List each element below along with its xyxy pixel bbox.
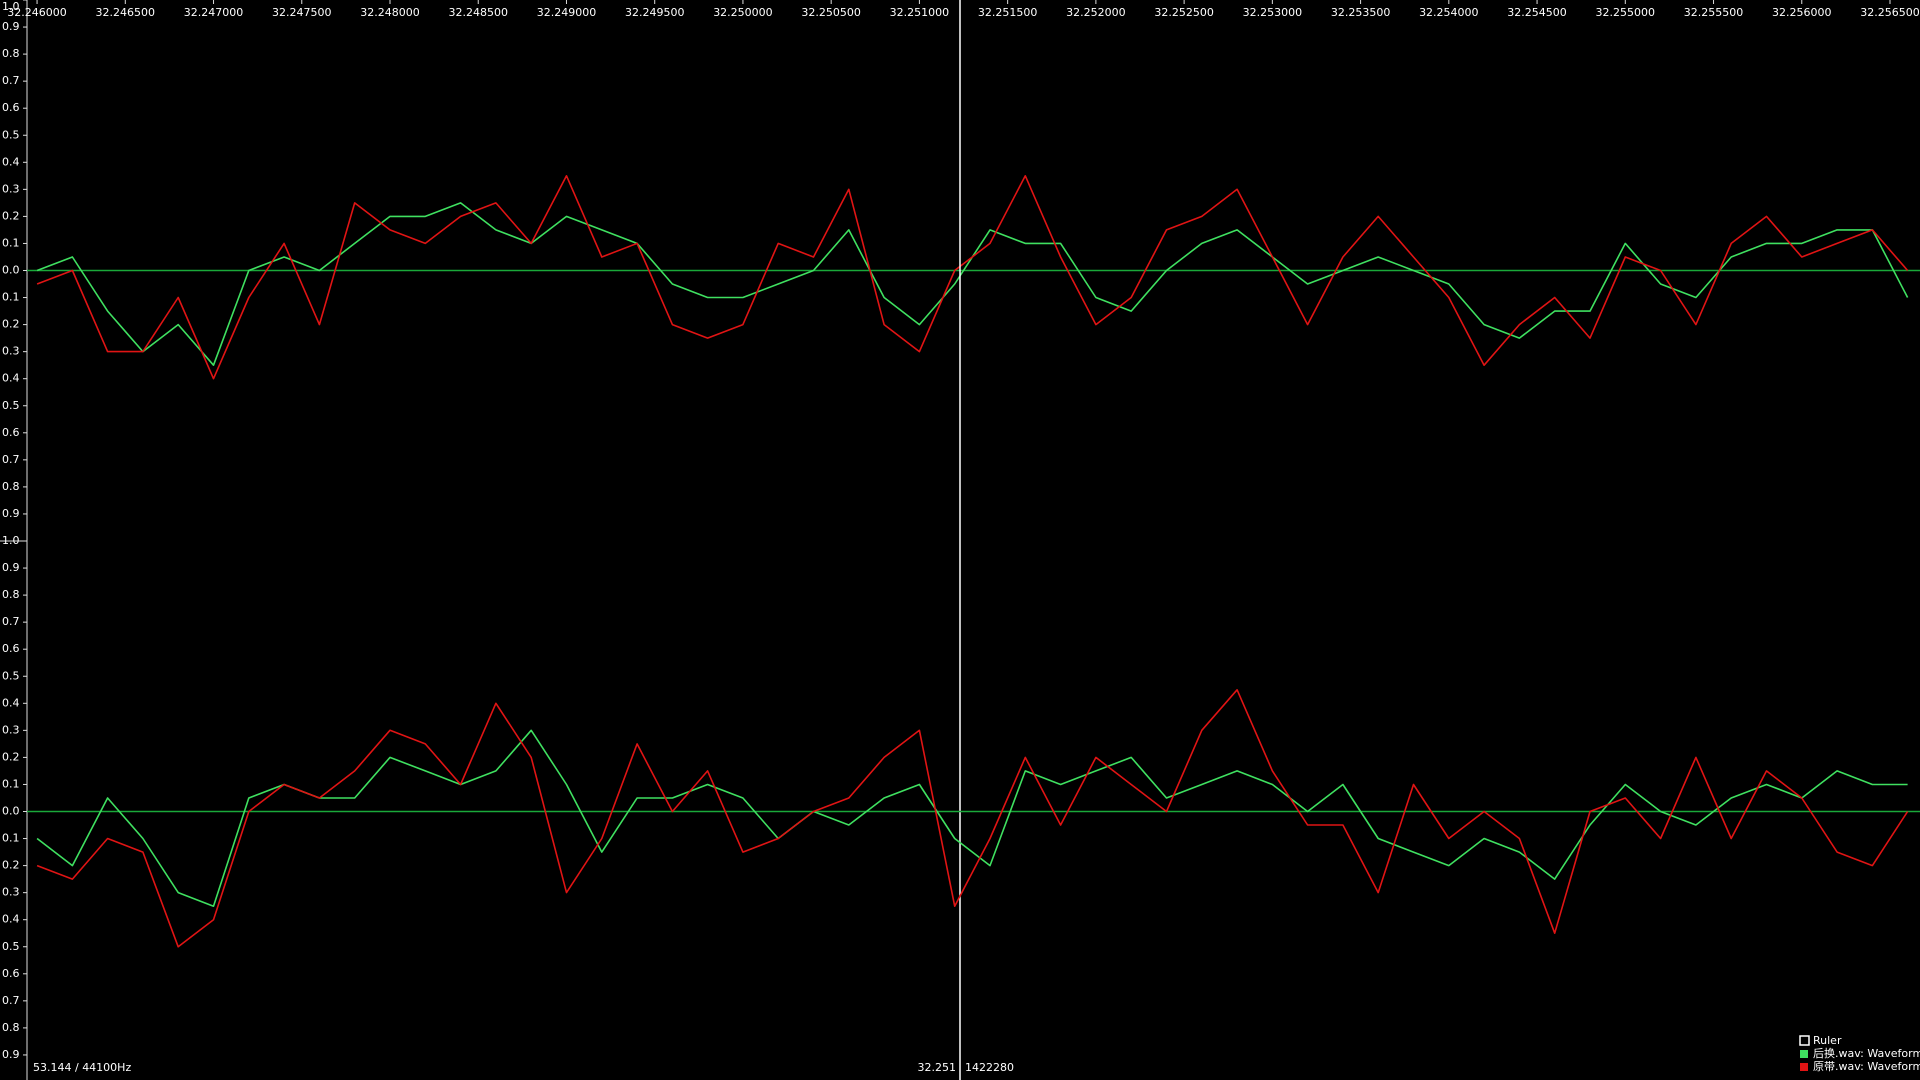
y-tick-label: 0.1 xyxy=(2,832,20,845)
y-tick-label: 0.3 xyxy=(2,723,20,736)
y-tick-label: 0.7 xyxy=(2,994,20,1007)
waveform-line xyxy=(36,689,1909,948)
y-tick-label: 0.1 xyxy=(2,236,20,249)
legend-entry: 后换.wav: Waveform xyxy=(1813,1046,1920,1060)
waveform-line xyxy=(36,175,1909,380)
x-tick-label: 32.254000 xyxy=(1419,6,1479,19)
x-tick-label: 32.249000 xyxy=(537,6,597,19)
x-tick-label: 32.251500 xyxy=(978,6,1038,19)
x-tick-label: 32.252000 xyxy=(1066,6,1126,19)
y-tick-label: 0.2 xyxy=(2,318,20,331)
y-tick-label: 1.0 xyxy=(2,0,20,13)
x-tick-label: 32.248500 xyxy=(448,6,508,19)
x-tick-label: 32.256000 xyxy=(1772,6,1832,19)
x-tick-label: 32.249500 xyxy=(625,6,685,19)
status-format: 53.144 / 44100Hz xyxy=(33,1061,131,1074)
y-tick-label: 0.0 xyxy=(2,805,20,818)
y-tick-label: 0.5 xyxy=(2,128,20,141)
x-tick-label: 32.253000 xyxy=(1243,6,1303,19)
x-tick-label: 32.256500 xyxy=(1860,6,1920,19)
x-tick-label: 32.246500 xyxy=(96,6,156,19)
y-tick-label: 0.6 xyxy=(2,426,20,439)
x-tick-label: 32.251000 xyxy=(890,6,950,19)
y-tick-label: 0.8 xyxy=(2,480,20,493)
x-tick-label: 32.253500 xyxy=(1331,6,1391,19)
x-tick-label: 32.247000 xyxy=(184,6,244,19)
x-tick-label: 32.246000 xyxy=(7,6,67,19)
legend-ruler-swatch xyxy=(1799,1035,1810,1046)
y-tick-label: 0.3 xyxy=(2,345,20,358)
y-tick-label: 0.8 xyxy=(2,588,20,601)
y-tick-label: 0.7 xyxy=(2,453,20,466)
waveform-line xyxy=(36,729,1908,907)
y-tick-label: 0.1 xyxy=(2,291,20,304)
y-tick-label: 0.1 xyxy=(2,777,20,790)
status-cursor-time: 32.251 xyxy=(918,1061,957,1074)
y-tick-label: 0.7 xyxy=(2,74,20,87)
y-tick-label: 0.5 xyxy=(2,669,20,682)
x-tick-label: 32.255000 xyxy=(1596,6,1656,19)
x-tick-label: 32.252500 xyxy=(1154,6,1214,19)
y-tick-label: 0.2 xyxy=(2,859,20,872)
y-tick-label: 0.8 xyxy=(2,1021,20,1034)
x-tick-label: 32.255500 xyxy=(1684,6,1744,19)
y-tick-label: 0.3 xyxy=(2,182,20,195)
legend-swatch xyxy=(1800,1050,1808,1058)
y-tick-label: 0.4 xyxy=(2,155,20,168)
x-tick-label: 32.248000 xyxy=(360,6,420,19)
y-tick-label: 0.8 xyxy=(2,47,20,60)
y-tick-label: 0.7 xyxy=(2,615,20,628)
status-cursor-sample: 1422280 xyxy=(965,1061,1014,1074)
legend-entry: 原带.wav: Waveform xyxy=(1813,1060,1920,1073)
x-tick-label: 32.254500 xyxy=(1507,6,1567,19)
legend-swatch xyxy=(1800,1063,1808,1071)
legend-ruler: Ruler xyxy=(1813,1034,1842,1047)
y-tick-label: 0.0 xyxy=(2,264,20,277)
y-tick-label: 0.2 xyxy=(2,209,20,222)
y-tick-label: 0.6 xyxy=(2,101,20,114)
y-tick-label: 0.4 xyxy=(2,372,20,385)
x-tick-label: 32.250500 xyxy=(801,6,861,19)
y-tick-label: 0.6 xyxy=(2,642,20,655)
y-tick-label: 0.9 xyxy=(2,561,20,574)
x-tick-label: 32.247500 xyxy=(272,6,332,19)
x-tick-label: 32.250000 xyxy=(713,6,773,19)
y-tick-label: 0.4 xyxy=(2,913,20,926)
y-tick-label: 0.2 xyxy=(2,750,20,763)
y-tick-label: 0.9 xyxy=(2,1048,20,1061)
y-tick-label: 0.9 xyxy=(2,507,20,520)
y-tick-label: 0.3 xyxy=(2,886,20,899)
y-tick-label: 0.9 xyxy=(2,20,20,33)
y-tick-label: 1.0 xyxy=(2,534,20,547)
y-tick-label: 0.4 xyxy=(2,696,20,709)
y-tick-label: 0.5 xyxy=(2,940,20,953)
y-tick-label: 0.5 xyxy=(2,399,20,412)
y-tick-label: 0.6 xyxy=(2,967,20,980)
